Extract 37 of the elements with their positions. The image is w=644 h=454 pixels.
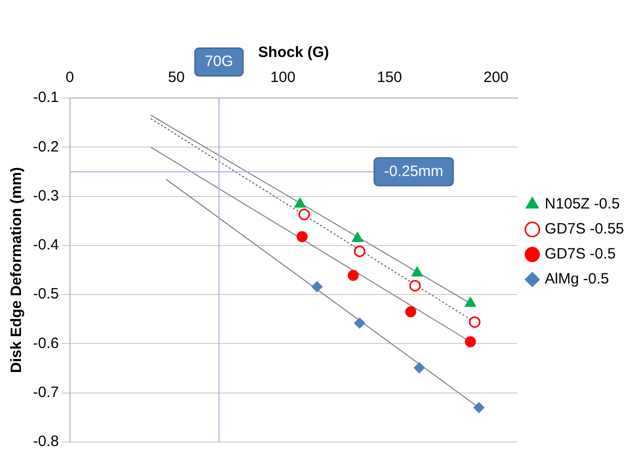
y-tick-label: -0.3 xyxy=(32,187,59,204)
x-tick-label: 100 xyxy=(270,69,296,86)
x-tick-label: 150 xyxy=(376,69,402,86)
y-tick-label: -0.5 xyxy=(32,286,59,303)
x-tick-label: 50 xyxy=(168,69,185,86)
legend-label: GD7S -0.55 xyxy=(544,220,624,238)
point xyxy=(352,232,364,242)
legend-label: N105Z -0.5 xyxy=(544,196,620,213)
x-tick-label: 200 xyxy=(483,69,509,86)
point xyxy=(312,281,323,292)
y-tick-label: -0.1 xyxy=(32,89,59,106)
ref-line-label: -0.25mm xyxy=(384,162,444,180)
point xyxy=(354,246,366,258)
point xyxy=(298,208,310,220)
legend-label: AlMg -0.5 xyxy=(544,270,609,288)
point xyxy=(409,280,421,292)
y-tick-label: -0.8 xyxy=(32,433,59,450)
point xyxy=(473,402,484,414)
point xyxy=(294,198,306,208)
y-tick-label: -0.6 xyxy=(32,334,59,352)
y-axis-title: Disk Edge Deformation (mm) xyxy=(8,167,26,373)
y-tick-label: -0.7 xyxy=(32,384,59,401)
point xyxy=(464,336,476,348)
point xyxy=(414,362,425,374)
point xyxy=(411,266,423,276)
x-tick-label: 0 xyxy=(66,69,74,86)
y-tick-label: -0.4 xyxy=(32,236,59,254)
point xyxy=(405,306,416,318)
legend-label: GD7S -0.5 xyxy=(544,246,616,263)
point xyxy=(354,318,366,329)
ref-line-label: 70G xyxy=(204,53,234,70)
point xyxy=(464,296,476,307)
x-axis-title: Shock (G) xyxy=(258,44,329,62)
point xyxy=(296,231,308,242)
point xyxy=(468,316,480,328)
y-tick-label: -0.2 xyxy=(32,138,59,156)
point xyxy=(348,270,359,281)
